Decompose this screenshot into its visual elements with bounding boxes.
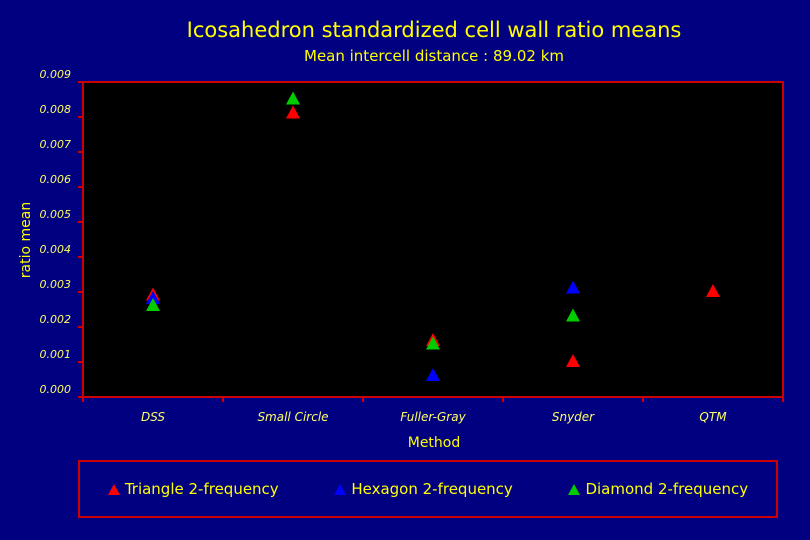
y-tick-label: 0.004 <box>40 243 72 256</box>
x-axis-label: Method <box>407 435 461 451</box>
legend-label: Hexagon 2-frequency <box>351 480 513 498</box>
triangle-marker-icon <box>568 483 581 495</box>
triangle-marker-icon <box>107 483 120 495</box>
y-tick-label: 0.002 <box>40 313 72 326</box>
legend-label: Triangle 2-frequency <box>124 480 279 498</box>
x-tick-label: Small Circle <box>257 410 328 424</box>
y-tick-label: 0.005 <box>40 208 72 221</box>
y-tick-label: 0.000 <box>40 383 72 396</box>
data-point <box>566 354 580 367</box>
triangle-marker-icon <box>334 483 347 495</box>
legend-item-triangle: Triangle 2-frequency <box>107 480 279 498</box>
x-tick-label: Snyder <box>552 410 595 424</box>
data-point <box>566 280 580 294</box>
legend-item-hexagon: Hexagon 2-frequency <box>334 480 513 498</box>
y-tick-label: 0.008 <box>40 103 72 116</box>
y-axis-label: ratio mean <box>18 201 34 279</box>
y-tick-label: 0.007 <box>40 138 72 151</box>
x-tick-label: Fuller-Gray <box>400 410 466 424</box>
x-tick-label: QTM <box>699 410 727 424</box>
chart-subtitle: Mean intercell distance : 89.02 km <box>304 47 564 65</box>
data-point <box>706 284 720 297</box>
data-point <box>146 291 160 304</box>
legend-item-diamond: Diamond 2-frequency <box>568 480 748 498</box>
data-point <box>426 368 440 381</box>
data-point <box>146 298 160 311</box>
y-tick-label: 0.006 <box>40 173 72 186</box>
legend-label: Diamond 2-frequency <box>585 480 749 498</box>
chart-title: Icosahedron standardized cell wall ratio… <box>186 18 682 42</box>
y-tick-label: 0.001 <box>40 348 72 361</box>
data-point <box>286 91 300 105</box>
data-point <box>426 336 440 350</box>
y-tick-label: 0.003 <box>40 278 72 291</box>
data-point <box>566 308 580 322</box>
plot-background <box>82 81 784 398</box>
y-tick-label: 0.009 <box>40 68 72 81</box>
data-point <box>286 105 300 119</box>
x-tick-label: DSS <box>141 410 165 424</box>
legend: Triangle 2-frequency Hexagon 2-frequency… <box>78 460 778 518</box>
